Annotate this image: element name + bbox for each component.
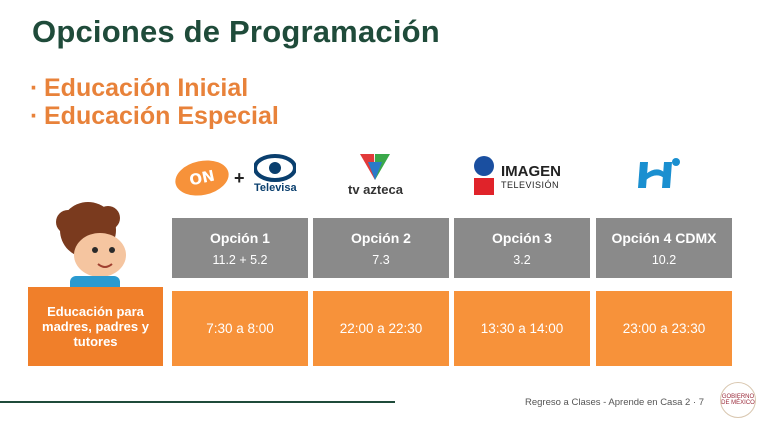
bullet-text: Educación Inicial	[44, 74, 249, 102]
televisa-eye-icon	[254, 154, 297, 182]
bullet-item: · Educación Especial	[30, 102, 279, 130]
option-1-time: 7:30 a 8:00	[172, 291, 308, 366]
option-1-header: Opción 1 11.2 + 5.2	[172, 218, 308, 278]
option-2-time: 22:00 a 22:30	[313, 291, 449, 366]
once-logo-mark: ON	[175, 160, 229, 196]
option-channels: 3.2	[513, 253, 531, 267]
option-4-time: 23:00 a 23:30	[596, 291, 732, 366]
option-label: Opción 3	[492, 230, 552, 246]
tvazteca-mark-icon	[360, 154, 391, 180]
option-label: Opción 1	[210, 230, 270, 246]
option-label: Opción 4 CDMX	[611, 230, 717, 246]
imagen-subtext: TELEVISIÓN	[501, 179, 560, 190]
option-label: Opción 2	[351, 230, 411, 246]
once-logo: ON	[173, 154, 231, 198]
footer-divider	[0, 401, 395, 403]
option-2-header: Opción 2 7.3	[313, 218, 449, 278]
h-mark-icon	[638, 158, 680, 188]
imagen-logo: IMAGEN TELEVISIÓN	[473, 156, 561, 196]
seal-text: GOBIERNO DE MÉXICO	[721, 394, 755, 406]
row-label: Educación para madres, padres y tutores	[28, 287, 163, 366]
gobierno-seal-logo: GOBIERNO DE MÉXICO	[720, 382, 756, 418]
svg-text:ON: ON	[188, 167, 217, 190]
bullet-list: · Educación Inicial · Educación Especial	[30, 74, 279, 130]
option-channels: 7.3	[372, 253, 390, 267]
option-channels: 10.2	[651, 253, 677, 267]
tvazteca-logo: tv azteca	[348, 152, 403, 197]
h-logo	[636, 156, 682, 194]
footer-text: Regreso a Clases - Aprende en Casa 2 · 7	[525, 397, 705, 408]
option-3-time: 13:30 a 14:00	[454, 291, 590, 366]
option-channels: 11.2 + 5.2	[212, 253, 268, 267]
channel-logos: ON + Televisa tv azteca IMAGEN TELEVISIÓ…	[0, 152, 770, 202]
child-character-illustration	[50, 200, 140, 295]
imagen-mark-icon	[474, 156, 494, 195]
bullet-text: Educación Especial	[44, 102, 279, 130]
tvazteca-text: tv azteca	[348, 182, 403, 197]
bullet-item: · Educación Inicial	[30, 74, 249, 102]
plus-sign: +	[234, 168, 245, 188]
televisa-logo: Televisa	[254, 154, 297, 194]
option-4-header: Opción 4 CDMX 10.2	[596, 218, 732, 278]
option-3-header: Opción 3 3.2	[454, 218, 590, 278]
page-title: Opciones de Programación	[32, 14, 440, 49]
imagen-text: IMAGEN	[501, 162, 561, 180]
televisa-text: Televisa	[254, 182, 297, 194]
